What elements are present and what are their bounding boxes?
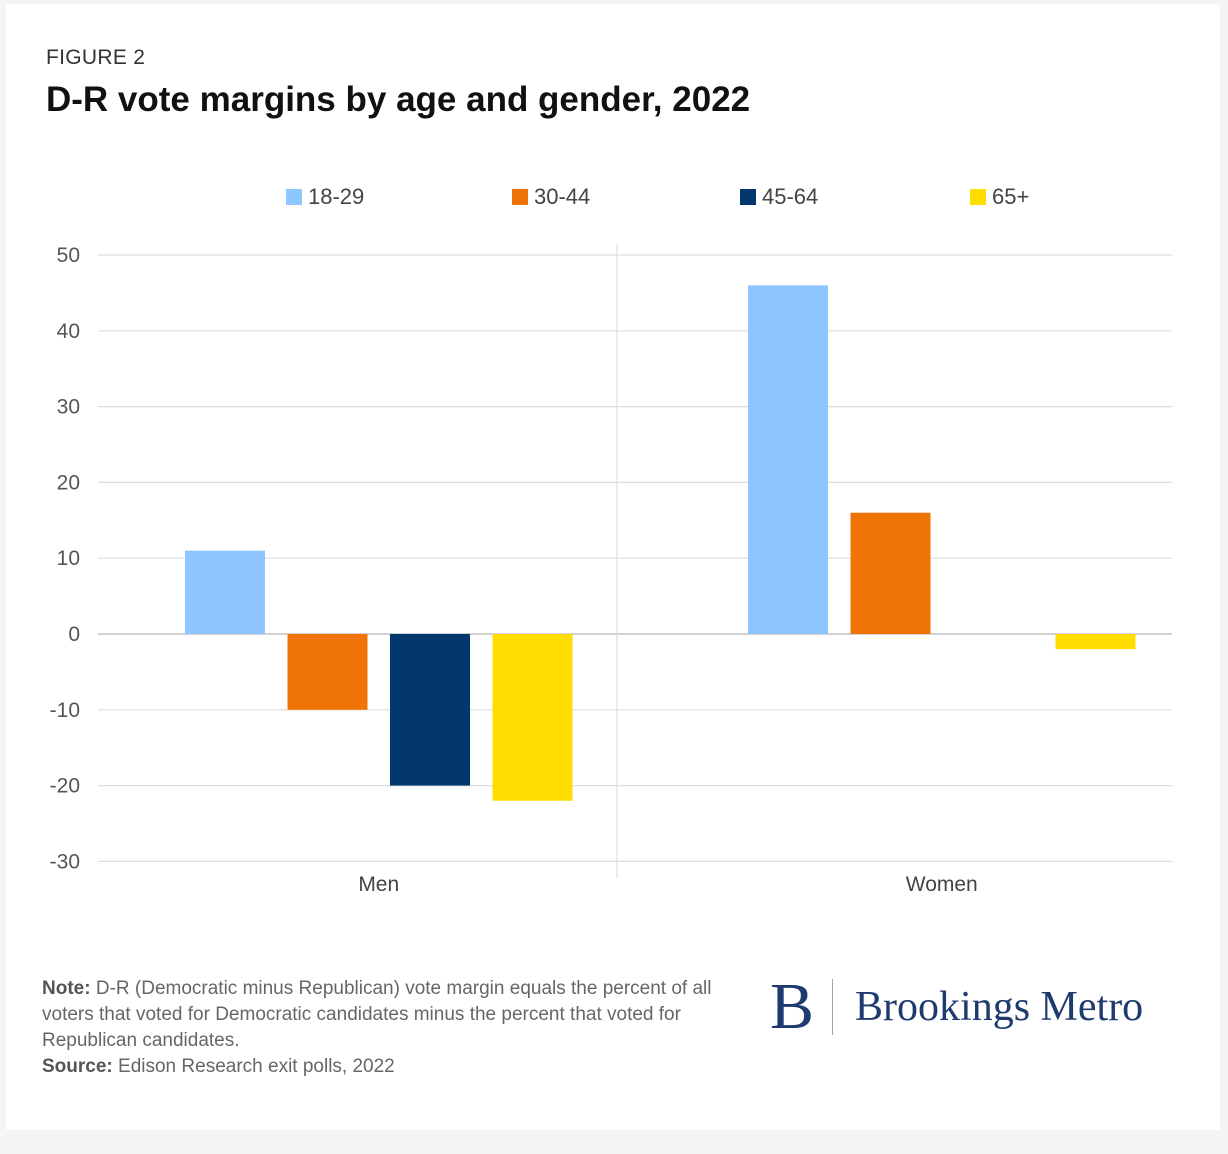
y-tick-label: 50 [57,244,80,267]
bar-women-18-29 [748,285,828,634]
source-label: Source: [42,1056,113,1077]
legend-swatch [740,189,756,205]
note-text: D-R (Democratic minus Republican) vote m… [42,978,712,1051]
y-tick-label: 30 [57,396,80,419]
legend-label: 45-64 [762,184,818,209]
chart-title: D-R vote margins by age and gender, 2022 [46,80,751,119]
legend-swatch [970,189,986,205]
y-tick-label: -20 [50,775,80,798]
x-category-label: Women [906,873,978,896]
bar-chart: 50 40 30 20 10 0 -10 -20 -30 Men Women 18-29 30-44 45… [50,184,1172,896]
x-category-label: Men [358,873,399,896]
bar-women-30-44 [850,512,931,634]
y-tick-label: 10 [57,547,80,570]
logo-divider [832,979,834,1035]
note-label: Note: [42,978,91,999]
figure-label: FIGURE 2 [46,46,146,69]
legend-swatch [512,189,528,205]
bar-men-65plus [492,634,573,801]
legend-swatch [286,189,302,205]
y-tick-label: 40 [57,320,80,343]
source-text: Edison Research exit polls, 2022 [112,1056,395,1077]
brookings-logo: B Brookings Metro [770,972,1143,1042]
y-tick-label: -10 [50,699,80,722]
y-tick-label: 0 [68,623,80,646]
legend-label: 65+ [992,184,1029,209]
y-tick-label: -30 [50,850,80,873]
legend-label: 30-44 [534,184,590,209]
bar-men-18-29 [185,550,265,634]
bar-women-65plus [1055,634,1136,650]
y-tick-label: 20 [57,471,80,494]
legend-label: 18-29 [308,184,364,209]
logo-mark: B [770,970,815,1043]
logo-text: Brookings Metro [855,984,1144,1030]
bar-men-45-64 [390,634,470,786]
chart-note: Note: D-R (Democratic minus Republican) … [42,976,722,1080]
bar-men-30-44 [287,634,368,710]
